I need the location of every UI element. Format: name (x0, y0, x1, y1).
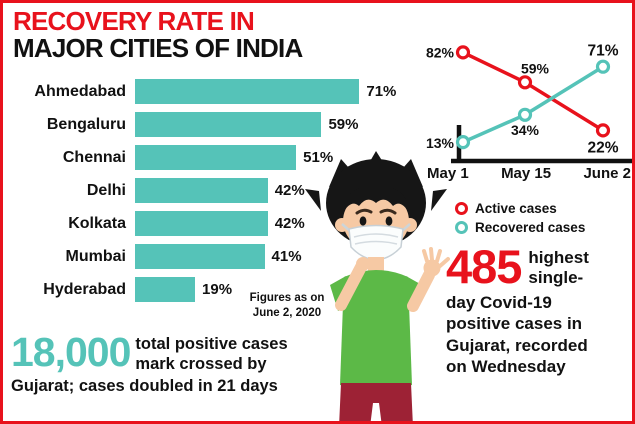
legend-label: Recovered cases (475, 220, 586, 235)
bar-value-label: 42% (274, 215, 305, 232)
bar-value-label: 42% (274, 182, 305, 199)
bar-value-label: 19% (202, 281, 233, 298)
total-cases-text-line2: mark crossed by (135, 354, 267, 373)
total-cases-text-line3: Gujarat; cases doubled in 21 days (11, 376, 278, 395)
single-day-text-line3: day Covid-19 (446, 292, 552, 312)
legend-label: Active cases (475, 201, 557, 216)
bar-category-label: Bengaluru (46, 115, 126, 133)
character-illustration (305, 151, 450, 421)
line-chart-x-axis-labels: May 1 May 15 June 2 (423, 165, 632, 182)
page-title: RECOVERY RATE IN MAJOR CITIES OF INDIA (13, 6, 303, 64)
bar-category-label: Mumbai (65, 247, 126, 265)
bar-value-label: 71% (366, 83, 397, 100)
single-day-number: 485 (446, 240, 522, 293)
data-point-label: 13% (426, 135, 455, 151)
recovery-rate-bar-chart: Ahmedabad 71% Bengaluru 59% Chennai 51% Delhi 4… (11, 75, 423, 306)
legend-item: Active cases (455, 199, 585, 218)
bar-row: Hyderabad 19% (11, 273, 423, 306)
character-hand (422, 247, 450, 277)
cases-trend-line-chart: 82% 59% 22% 13% 34% 71% (423, 9, 632, 165)
gujarat-total-cases-stat: 18,000 total positive cases mark crossed… (11, 329, 331, 396)
data-point-label: 82% (426, 44, 455, 60)
data-point-label: 59% (521, 60, 550, 76)
single-day-text-line4: positive cases in (446, 314, 583, 334)
single-day-cases-stat: 485 highest single- day Covid-19 positiv… (446, 240, 632, 377)
bar-row: Bengaluru 59% (11, 108, 423, 141)
bar-category-label: Chennai (62, 148, 126, 166)
bar-row: Chennai 51% (11, 141, 423, 174)
data-point-marker (517, 107, 533, 122)
data-point-marker (455, 45, 471, 60)
bar-row: Mumbai 41% (11, 240, 423, 273)
total-cases-text-line1: total positive cases (135, 335, 288, 353)
line-chart-legend: Active cases Recovered cases (455, 199, 585, 237)
bar-row: Ahmedabad 71% (11, 75, 423, 108)
line-chart-svg: 82% 59% 22% 13% 34% 71% (426, 43, 632, 164)
data-point-marker (455, 135, 471, 150)
bar-category-label: Ahmedabad (34, 82, 126, 100)
bar (135, 178, 268, 203)
figures-note: Figures as on June 2, 2020 (241, 291, 333, 321)
bar-row: Kolkata 42% (11, 207, 423, 240)
data-point-marker (595, 59, 611, 74)
single-day-text-line6: on Wednesday (446, 357, 566, 376)
character-shorts (339, 383, 413, 421)
title-line2: MAJOR CITIES OF INDIA (13, 33, 303, 64)
figures-note-line2: June 2, 2020 (252, 306, 322, 319)
data-point-label: 34% (511, 122, 540, 138)
data-point-marker (595, 123, 611, 138)
bar-value-label: 41% (271, 248, 302, 265)
single-day-text-line2: single- (528, 268, 584, 288)
total-cases-number: 18,000 (11, 329, 131, 375)
bar-value-label: 51% (303, 149, 334, 166)
legend-ring-icon (455, 221, 468, 234)
bar-value-label: 59% (328, 116, 359, 133)
data-point-marker (517, 75, 533, 90)
character-shirt (340, 270, 412, 389)
x-axis-label: May 1 (427, 165, 469, 182)
character-face-mask (348, 224, 404, 261)
bar (135, 277, 196, 302)
x-axis-label: May 15 (501, 165, 552, 182)
legend-item: Recovered cases (455, 218, 585, 237)
bar (135, 112, 322, 137)
data-point-label: 71% (587, 43, 618, 60)
bar (135, 145, 297, 170)
title-line1: RECOVERY RATE IN (13, 6, 255, 36)
figures-note-line1: Figures as on (249, 292, 325, 304)
legend-ring-icon (455, 202, 468, 215)
bar-row: Delhi 42% (11, 174, 423, 207)
bar (135, 79, 360, 104)
bar-category-label: Kolkata (68, 214, 126, 232)
bar (135, 244, 265, 269)
bar (135, 211, 268, 236)
single-day-text-line5: Gujarat, recorded (446, 335, 588, 355)
x-axis-label: June 2 (583, 165, 631, 182)
single-day-text-line1: highest (528, 248, 589, 267)
bar-category-label: Hyderabad (43, 280, 126, 298)
bar-category-label: Delhi (86, 181, 126, 199)
data-point-label: 22% (587, 139, 618, 156)
